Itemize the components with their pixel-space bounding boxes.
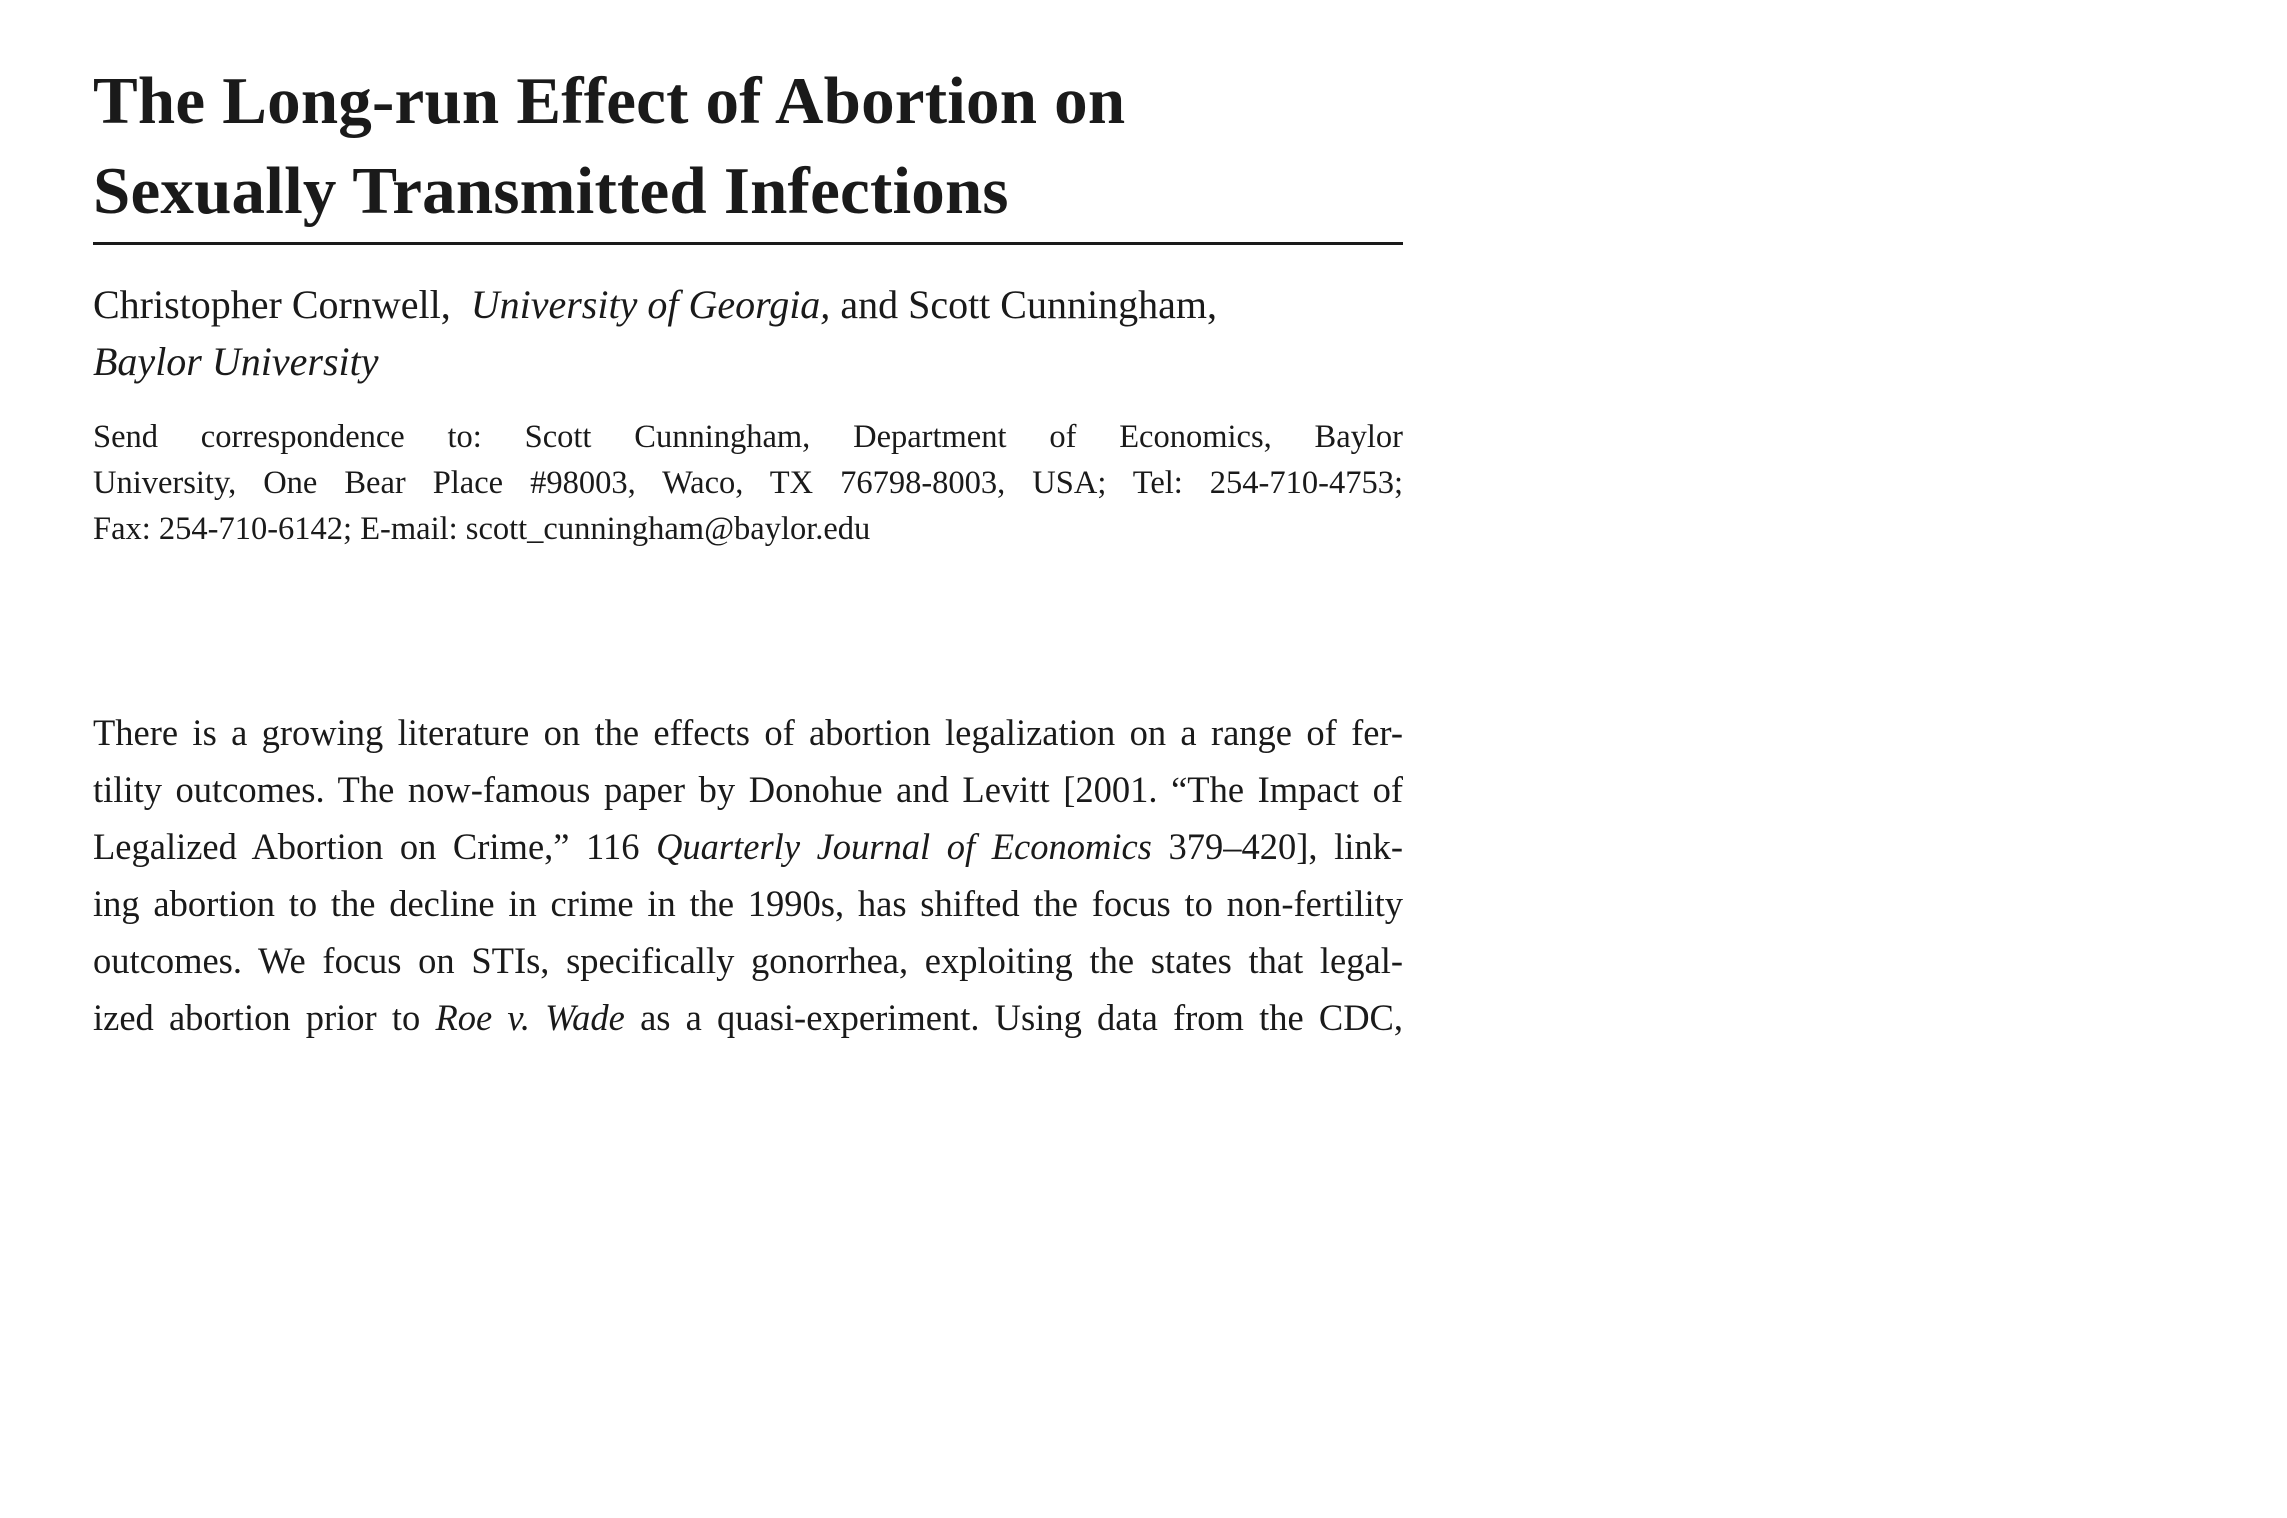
case-name: Roe v. Wade <box>435 997 625 1038</box>
abstract-line-6: ized abortion prior to Roe v. Wade as a … <box>93 989 1403 1046</box>
correspondence-block: Send correspondence to: Scott Cunningham… <box>93 414 1403 552</box>
abstract-line-3-start: Legalized Abortion on Crime,” 116 <box>93 826 640 867</box>
author-block: Christopher Cornwell, University of Geor… <box>93 276 1403 390</box>
paper-title: The Long-run Effect of Abortion on Sexua… <box>93 56 1403 236</box>
title-line-2: Sexually Transmitted Infections <box>93 154 1009 228</box>
author-line-1: Christopher Cornwell, University of Geor… <box>93 276 1403 333</box>
author-affiliation-1: University of Georgia, <box>470 282 831 327</box>
abstract-line-6-end: as a quasi-experiment. Using data from t… <box>640 997 1403 1038</box>
abstract-line-1: There is a growing literature on the eff… <box>93 712 1403 753</box>
abstract-line-3: Legalized Abortion on Crime,” 116 Quarte… <box>93 818 1403 875</box>
abstract-line-5: outcomes. We focus on STIs, specifically… <box>93 940 1403 981</box>
abstract-line-6-start: ized abortion prior to <box>93 997 421 1038</box>
author-name-2: and Scott Cunningham, <box>840 282 1217 327</box>
correspondence-line-2: University, One Bear Place #98003, Waco,… <box>93 465 1403 501</box>
abstract-line-3-end: 379–420], link- <box>1168 826 1403 867</box>
abstract-text: There is a growing literature on the eff… <box>93 704 1403 1046</box>
journal-name: Quarterly Journal of Economics <box>656 826 1152 867</box>
abstract-line-4: ing abortion to the decline in crime in … <box>93 883 1403 924</box>
author-affiliation-2: Baylor University <box>93 339 379 384</box>
correspondence-line-3: Fax: 254-710-6142; E-mail: scott_cunning… <box>93 511 871 547</box>
title-rule <box>93 242 1403 245</box>
title-line-1: The Long-run Effect of Abortion on <box>93 64 1126 138</box>
author-line-2: Baylor University <box>93 333 1403 390</box>
correspondence-line-1: Send correspondence to: Scott Cunningham… <box>93 419 1403 455</box>
abstract-line-2: tility outcomes. The now-famous paper by… <box>93 769 1403 810</box>
author-name-1: Christopher Cornwell, <box>93 282 451 327</box>
